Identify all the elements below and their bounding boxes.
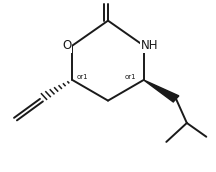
Text: O: O	[62, 39, 71, 52]
Text: NH: NH	[141, 39, 158, 52]
Polygon shape	[144, 80, 179, 102]
Text: or1: or1	[124, 74, 136, 80]
Text: or1: or1	[77, 74, 88, 80]
